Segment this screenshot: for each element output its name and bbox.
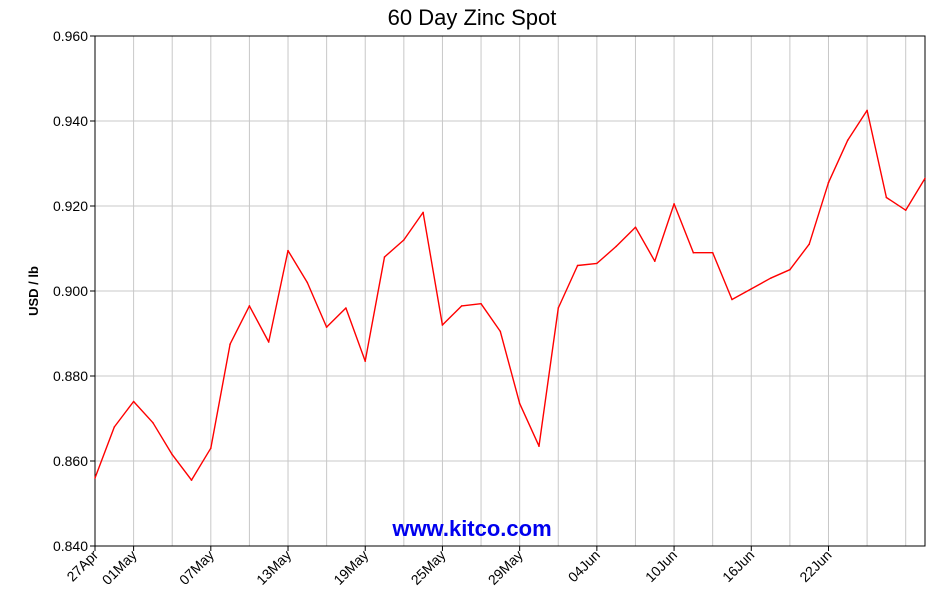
- x-tick-label: 10Jun: [642, 547, 680, 585]
- chart-title: 60 Day Zinc Spot: [388, 5, 557, 30]
- data-point: [306, 281, 309, 284]
- x-tick-label: 29May: [485, 547, 526, 588]
- data-point: [692, 251, 695, 254]
- data-point: [460, 305, 463, 307]
- data-point: [171, 453, 174, 456]
- y-tick-label: 0.880: [53, 368, 88, 384]
- x-tick-label: 16Jun: [719, 547, 757, 585]
- data-point: [789, 268, 791, 271]
- data-point: [345, 307, 347, 309]
- data-point: [846, 139, 849, 141]
- data-point: [596, 262, 598, 265]
- data-point: [287, 249, 289, 252]
- data-point: [924, 177, 926, 180]
- data-point: [132, 400, 135, 403]
- x-tick-label: 04Jun: [565, 547, 603, 585]
- x-tick-label: 22Jun: [796, 547, 834, 585]
- data-point: [557, 307, 560, 309]
- y-tick-label: 0.860: [53, 453, 88, 469]
- data-point: [673, 203, 675, 205]
- y-tick-label: 0.920: [53, 198, 88, 214]
- data-point: [403, 239, 405, 241]
- data-point: [499, 330, 502, 333]
- data-point: [634, 226, 637, 229]
- data-point: [711, 251, 714, 254]
- data-point: [731, 298, 733, 301]
- data-point: [113, 426, 116, 428]
- data-point: [769, 277, 772, 280]
- data-point: [210, 447, 212, 450]
- y-axis-label: USD / lb: [26, 266, 41, 316]
- grid-lines: [95, 36, 925, 546]
- x-tick-label: 07May: [176, 547, 217, 588]
- data-point: [653, 260, 656, 263]
- data-point: [518, 402, 521, 405]
- data-point: [248, 305, 251, 307]
- x-tick-label: 19May: [330, 547, 371, 588]
- data-point: [885, 196, 888, 199]
- data-point: [615, 245, 617, 248]
- data-point: [750, 288, 753, 290]
- x-tick-label: 13May: [253, 547, 294, 588]
- data-point: [152, 421, 154, 424]
- data-point: [364, 360, 367, 362]
- x-tick-label: 01May: [99, 547, 140, 588]
- y-tick-label: 0.900: [53, 283, 88, 299]
- kitco-watermark[interactable]: www.kitco.com: [391, 516, 551, 541]
- data-point: [808, 243, 810, 246]
- y-axis-ticks: 0.840 0.860 0.880 0.900 0.920 0.940 0.960: [53, 28, 95, 554]
- data-point: [325, 326, 328, 328]
- y-tick-label: 0.940: [53, 113, 88, 129]
- data-point: [422, 211, 424, 214]
- y-tick-label: 0.960: [53, 28, 88, 44]
- data-point: [866, 109, 868, 112]
- x-tick-label: 25May: [408, 547, 449, 588]
- data-point: [229, 343, 231, 345]
- zinc-price-line: [94, 109, 926, 481]
- y-tick-label: 0.840: [53, 538, 88, 554]
- data-point: [538, 445, 540, 447]
- data-point: [383, 256, 386, 258]
- data-point: [904, 209, 907, 212]
- data-point: [267, 341, 270, 343]
- data-point: [827, 181, 830, 184]
- data-point: [190, 479, 193, 481]
- data-point: [480, 302, 482, 305]
- series-layer: [94, 109, 926, 481]
- data-point: [94, 477, 96, 479]
- data-point: [576, 264, 579, 267]
- data-point: [441, 324, 444, 326]
